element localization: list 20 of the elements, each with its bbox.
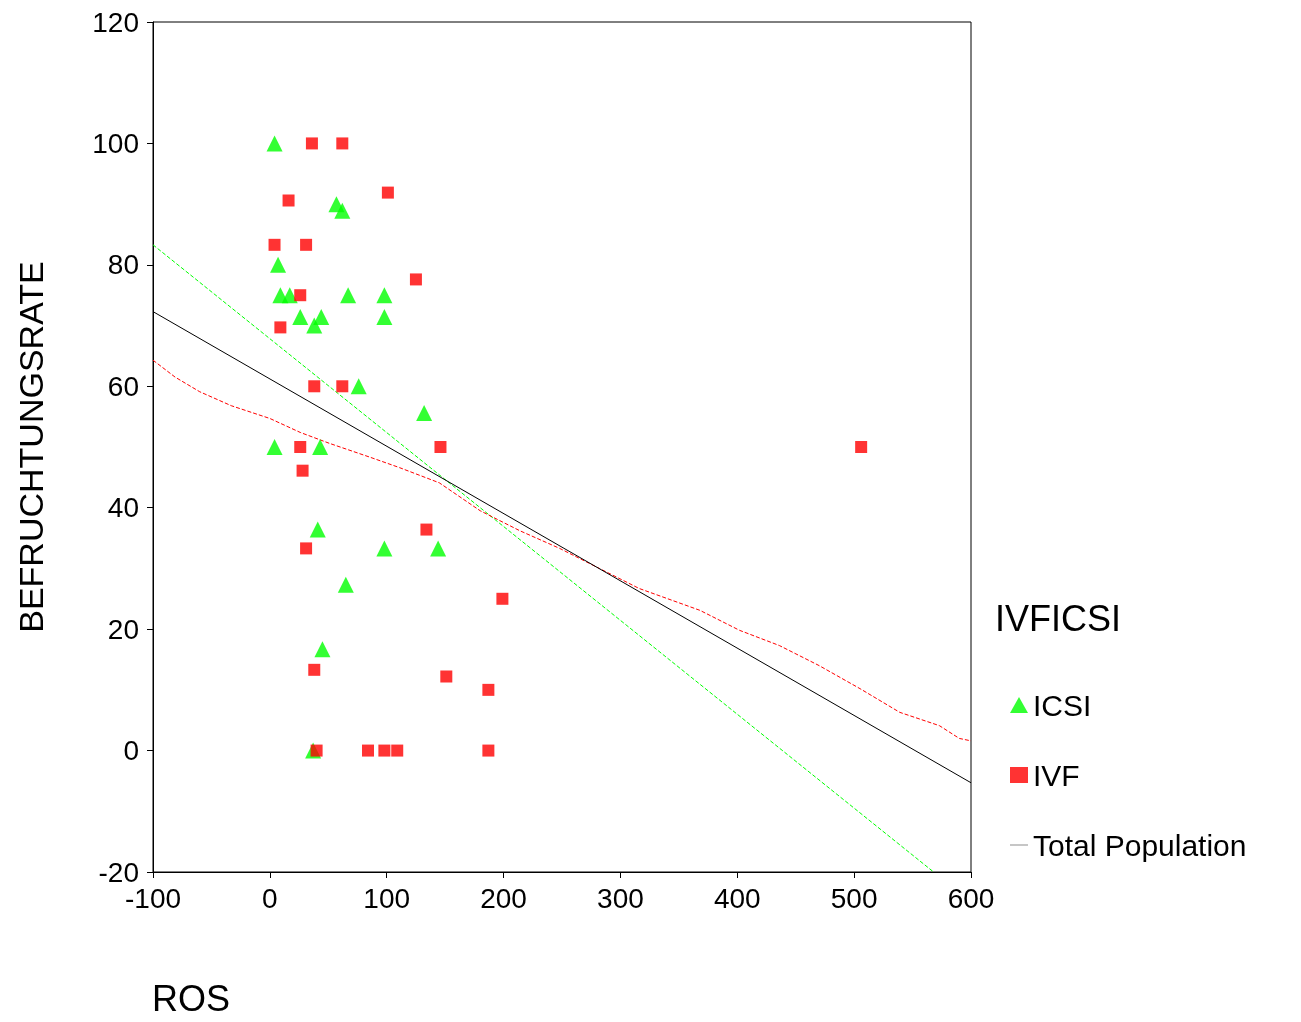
legend-label: IVF: [1033, 758, 1080, 792]
x-tick-label: 500: [830, 882, 878, 914]
legend-label: Total Population: [1033, 828, 1247, 862]
x-tick-label: 600: [947, 882, 995, 914]
x-tick-label: 0: [262, 882, 278, 914]
y-tick-label: 40: [107, 492, 139, 524]
y-tick-label: 120: [92, 6, 139, 38]
x-tick-label: 300: [597, 882, 644, 914]
y-tick-label: 20: [107, 613, 139, 645]
y-axis-title: BEFRUCHTUNGSRATE: [12, 261, 50, 633]
x-tick-label: 200: [480, 882, 527, 914]
y-tick-label: 80: [107, 249, 139, 281]
legend-title: IVFICSI: [995, 597, 1122, 639]
x-tick-label: 400: [713, 882, 761, 914]
x-tick-label: 100: [363, 882, 411, 914]
legend-label: ICSI: [1033, 688, 1092, 722]
x-axis-title: ROS: [152, 977, 231, 1019]
y-tick-label: 0: [123, 735, 139, 767]
y-tick-label: 60: [107, 370, 139, 402]
y-tick-label: 100: [92, 127, 139, 159]
